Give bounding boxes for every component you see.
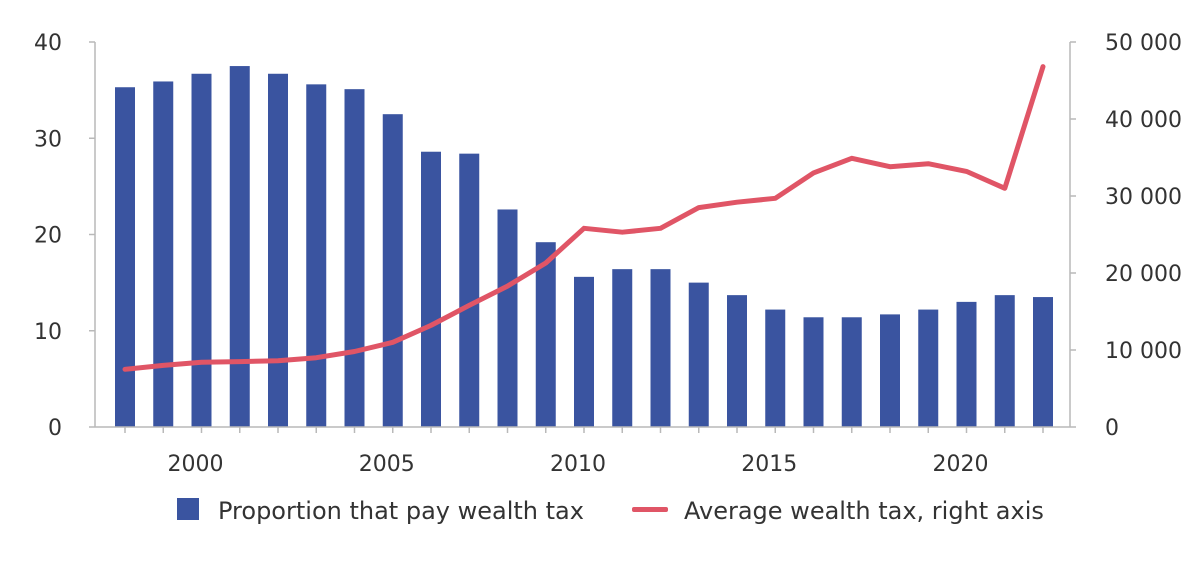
x-axis-tick-label: 2005 xyxy=(359,452,415,477)
line-series xyxy=(122,64,1046,372)
bar xyxy=(268,73,288,427)
line-average-wealth-tax xyxy=(122,64,1046,372)
left-axis-tick-label: 40 xyxy=(34,31,62,56)
bar xyxy=(574,276,594,427)
legend: Proportion that pay wealth tax Average w… xyxy=(177,497,1044,525)
bar xyxy=(880,314,900,427)
legend-swatch-bar xyxy=(177,498,199,520)
bar-series xyxy=(115,66,1053,428)
bar xyxy=(650,269,671,427)
bar xyxy=(612,269,633,427)
left-axis-tick-label: 20 xyxy=(34,224,62,249)
bar xyxy=(191,73,212,427)
left-axis: 0 10 20 30 40 xyxy=(34,31,96,441)
bar xyxy=(115,87,135,428)
right-axis-tick-label: 0 xyxy=(1105,416,1119,441)
right-axis-tick-label: 40 000 xyxy=(1105,108,1182,133)
bar xyxy=(382,114,403,427)
right-axis: 0 10 000 20 000 30 000 40 000 50 000 xyxy=(1069,31,1182,441)
bar xyxy=(765,309,786,427)
bar xyxy=(841,317,862,427)
bar xyxy=(803,317,824,427)
bar xyxy=(344,89,365,427)
left-axis-tick-label: 10 xyxy=(34,320,62,345)
legend-label-line: Average wealth tax, right axis xyxy=(684,497,1044,525)
right-axis-tick-label: 10 000 xyxy=(1105,339,1182,364)
right-axis-tick-label: 20 000 xyxy=(1105,262,1182,287)
bar xyxy=(229,66,250,427)
right-axis-tick-label: 50 000 xyxy=(1105,31,1182,56)
legend-swatch-line xyxy=(632,507,668,512)
bar xyxy=(918,309,939,427)
bar xyxy=(535,242,556,427)
bar xyxy=(497,209,518,427)
bar xyxy=(956,301,977,427)
x-axis-tick-label: 2020 xyxy=(933,452,989,477)
left-axis-tick-label: 30 xyxy=(34,127,62,152)
bar xyxy=(994,295,1015,427)
right-axis-tick-label: 30 000 xyxy=(1105,185,1182,210)
bar xyxy=(1033,297,1053,427)
bar xyxy=(421,151,441,427)
bar xyxy=(153,81,174,428)
x-axis-tick-label: 2015 xyxy=(741,452,797,477)
legend-label-bar: Proportion that pay wealth tax xyxy=(218,497,584,525)
x-axis: 2000 2005 2010 2015 2020 xyxy=(95,426,1070,477)
bar xyxy=(688,282,709,427)
x-axis-tick-label: 2000 xyxy=(168,452,224,477)
bar xyxy=(306,84,327,427)
bar xyxy=(727,295,747,427)
x-axis-tick-label: 2010 xyxy=(550,452,606,477)
left-axis-tick-label: 0 xyxy=(48,416,62,441)
bar xyxy=(459,153,480,427)
